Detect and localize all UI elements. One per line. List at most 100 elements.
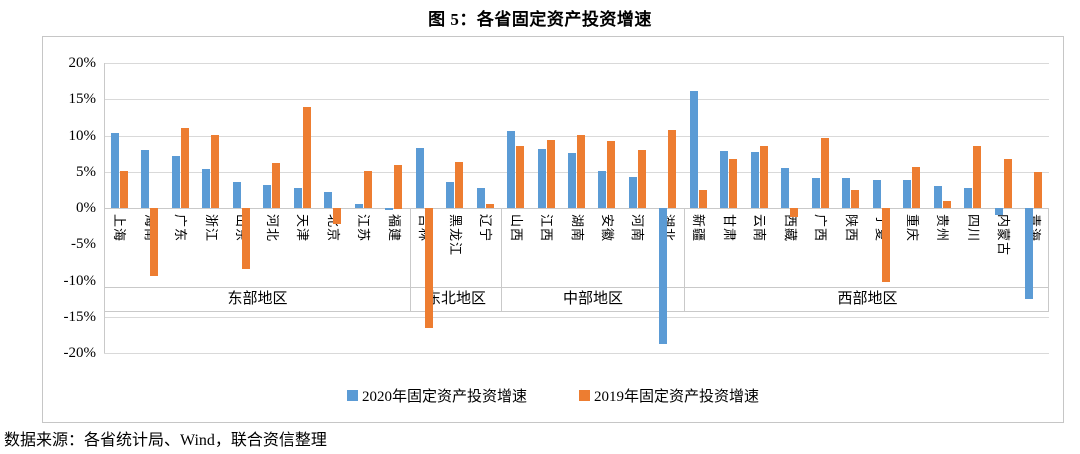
bar-2019	[1004, 159, 1012, 208]
legend-label: 2019年固定资产投资增速	[594, 388, 760, 405]
category-label: 陕西	[844, 214, 859, 243]
y-gridline	[104, 317, 1049, 318]
bar-2020	[720, 151, 728, 208]
category-label: 湖南	[570, 214, 585, 243]
bar-2020	[324, 192, 332, 208]
y-axis-tick-label: 20%	[68, 55, 97, 71]
category-label: 河北	[265, 214, 280, 243]
y-axis-tick-label: -5%	[71, 236, 96, 252]
category-label: 天津	[295, 214, 310, 243]
bar-2019	[973, 146, 981, 208]
y-axis-tick-label: -10%	[63, 273, 97, 289]
bar-2019	[425, 208, 433, 328]
bar-2019	[1034, 172, 1042, 208]
bar-2019	[455, 162, 463, 208]
bar-2020	[781, 168, 789, 208]
bar-2020	[1025, 208, 1033, 299]
bar-2019	[851, 190, 859, 208]
legend-swatch-icon	[579, 389, 590, 401]
bar-2019	[394, 165, 402, 209]
region-separator	[410, 209, 411, 289]
region-label: 西部地区	[684, 288, 1050, 311]
bar-2020	[202, 169, 210, 208]
category-label: 浙江	[204, 214, 219, 243]
y-gridline	[104, 99, 1049, 100]
category-label: 福建	[387, 214, 402, 243]
region-label: 中部地区	[501, 288, 684, 311]
bar-2019	[333, 208, 341, 224]
region-label: 东北地区	[410, 288, 501, 311]
chart-area: 2020年固定资产投资增速 2019年固定资产投资增速 20% 15% 10% 5% 0%…	[42, 36, 1064, 423]
bar-2020	[812, 178, 820, 208]
bar-2019	[699, 190, 707, 208]
bar-2020	[659, 208, 667, 344]
y-axis-tick-label: 5%	[76, 164, 96, 180]
legend-item-2020: 2020年固定资产投资增速	[346, 385, 527, 406]
y-gridline	[104, 63, 1049, 64]
bar-2020	[355, 204, 363, 208]
legend-swatch-icon	[346, 389, 358, 401]
bar-2020	[873, 180, 881, 208]
bar-2019	[760, 146, 768, 208]
region-label: 东部地区	[227, 291, 288, 307]
category-label: 广东	[173, 214, 188, 243]
bar-2020	[111, 133, 119, 208]
region-separator	[684, 209, 685, 289]
category-label: 江西	[539, 214, 554, 243]
y-gridline	[104, 172, 1049, 173]
bar-2020	[538, 149, 546, 208]
y-axis-tick-label: 15%	[68, 91, 97, 107]
bar-2020	[964, 188, 972, 208]
category-label: 广西	[813, 214, 828, 243]
bar-2019	[211, 135, 219, 208]
bar-2019	[516, 146, 524, 208]
region-label-band: 东部地区 东北地区 中部地区 西部地区	[104, 288, 1049, 312]
bar-2019	[943, 201, 951, 208]
bar-2020	[690, 91, 698, 208]
category-label: 上海	[112, 214, 127, 243]
bar-2020	[294, 188, 302, 208]
bar-2019	[790, 208, 798, 217]
category-label: 西藏	[783, 214, 798, 243]
y-gridline	[104, 353, 1049, 354]
bar-2019	[242, 208, 250, 269]
category-label: 新疆	[691, 214, 706, 243]
legend-label: 2020年固定资产投资增速	[361, 388, 527, 405]
y-axis-tick-label: -15%	[63, 309, 97, 325]
bar-2020	[568, 153, 576, 208]
bar-2020	[416, 148, 424, 208]
category-label: 安徽	[600, 214, 615, 243]
bar-2019	[882, 208, 890, 282]
bar-2020	[446, 182, 454, 208]
bar-2019	[821, 138, 829, 208]
category-label: 云南	[752, 214, 767, 243]
y-axis-tick-label: 0%	[76, 200, 96, 216]
bar-2019	[150, 208, 158, 276]
figure-title: 图 5：各省固定资产投资增速	[428, 10, 652, 29]
y-gridline	[104, 136, 1049, 137]
source-note: 数据来源：各省统计局、Wind，联合资信整理	[4, 432, 327, 449]
category-label: 辽宁	[478, 214, 493, 243]
bar-2020	[995, 208, 1003, 215]
bar-2020	[263, 185, 271, 208]
bar-2020	[507, 131, 515, 208]
category-label-band	[104, 208, 1049, 289]
bar-2019	[272, 163, 280, 208]
category-label: 四川	[966, 214, 981, 243]
bar-2020	[934, 186, 942, 208]
bar-2020	[172, 156, 180, 208]
category-label: 河南	[630, 214, 645, 243]
bar-2019	[120, 171, 128, 208]
bar-2019	[181, 128, 189, 208]
bar-2019	[303, 107, 311, 208]
bar-2019	[577, 135, 585, 208]
bar-2019	[668, 130, 676, 208]
category-label: 山西	[509, 214, 524, 243]
category-label: 贵州	[935, 214, 950, 243]
y-axis-tick-label: -20%	[63, 345, 97, 361]
bar-2020	[751, 152, 759, 208]
chart-legend: 2020年固定资产投资增速 2019年固定资产投资增速	[43, 384, 1063, 406]
bar-2020	[598, 171, 606, 208]
bar-2020	[477, 188, 485, 208]
bar-2020	[842, 178, 850, 208]
